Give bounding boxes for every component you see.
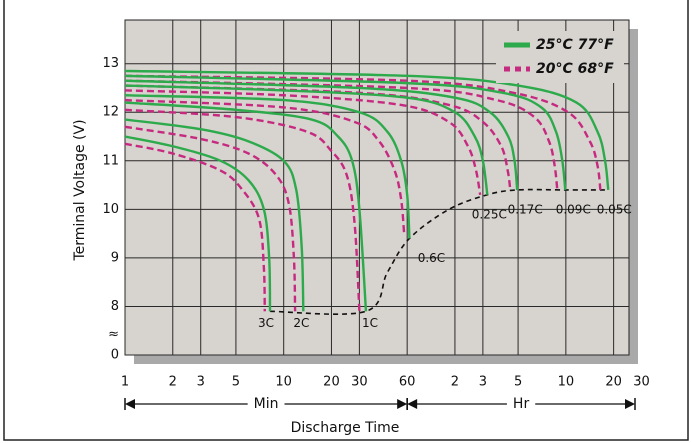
curve <box>124 69 610 191</box>
curve <box>124 142 266 312</box>
y-tick-label: 8 <box>111 299 119 314</box>
curve <box>124 84 489 195</box>
x-tick-label: 30 <box>633 375 650 390</box>
curve <box>124 108 361 312</box>
x-tick-label: 3 <box>197 375 205 390</box>
x-tick-label: 5 <box>514 375 522 390</box>
x-group-label: Min <box>254 396 279 412</box>
curve <box>124 135 272 312</box>
x-tick-label: 10 <box>558 375 575 390</box>
curve <box>124 118 305 312</box>
x-group-arrow <box>407 399 418 409</box>
y-tick-label: 13 <box>102 56 119 71</box>
x-group-arrow <box>625 399 635 409</box>
curve-label: 0.05C <box>597 202 632 216</box>
curve-label: 2C <box>293 316 309 330</box>
x-tick-label: 30 <box>351 375 368 390</box>
curve <box>124 74 602 191</box>
y-tick-label: 11 <box>102 153 119 168</box>
curve <box>124 98 406 234</box>
y-axis-label: Terminal Voltage (V) <box>72 119 88 261</box>
x-tick-label: 60 <box>399 375 416 390</box>
x-tick-label: 3 <box>479 375 487 390</box>
x-group-arrow <box>125 399 135 409</box>
curve <box>124 74 567 191</box>
x-group-arrow <box>397 399 408 409</box>
y-tick-label: 12 <box>102 105 119 120</box>
x-tick-label: 20 <box>605 375 622 390</box>
x-tick-label: 2 <box>169 375 177 390</box>
curve-label: 0.17C <box>508 202 543 216</box>
curve-label: 0.6C <box>418 251 445 265</box>
legend-label: 25°C 77°F <box>536 37 614 53</box>
y-tick-label: 0 <box>111 348 119 363</box>
curve-label: 1C <box>362 316 378 330</box>
legend-box <box>496 31 624 83</box>
curve-label: 0.25C <box>472 207 507 221</box>
curve-label: 0.09C <box>556 202 591 216</box>
curve <box>124 101 368 312</box>
curve-label: 3C <box>258 316 274 330</box>
frame <box>3 0 689 441</box>
x-tick-label: 20 <box>323 375 340 390</box>
x-tick-label: 5 <box>232 375 240 390</box>
curve <box>124 125 297 312</box>
curve <box>124 79 559 191</box>
legend-label: 20°C 68°F <box>536 61 614 77</box>
x-tick-label: 1 <box>121 375 129 390</box>
y-tick-label: 10 <box>102 202 119 217</box>
x-group-label: Hr <box>513 396 530 412</box>
x-axis-label: Discharge Time <box>291 420 400 436</box>
x-tick-label: 2 <box>451 375 459 390</box>
end-voltage-line <box>270 188 609 315</box>
axis-break: ≈ <box>108 327 119 342</box>
curve <box>124 79 519 191</box>
y-tick-label: 9 <box>111 250 119 265</box>
curve <box>124 89 482 195</box>
x-tick-label: 10 <box>275 375 292 390</box>
curve <box>124 94 411 239</box>
